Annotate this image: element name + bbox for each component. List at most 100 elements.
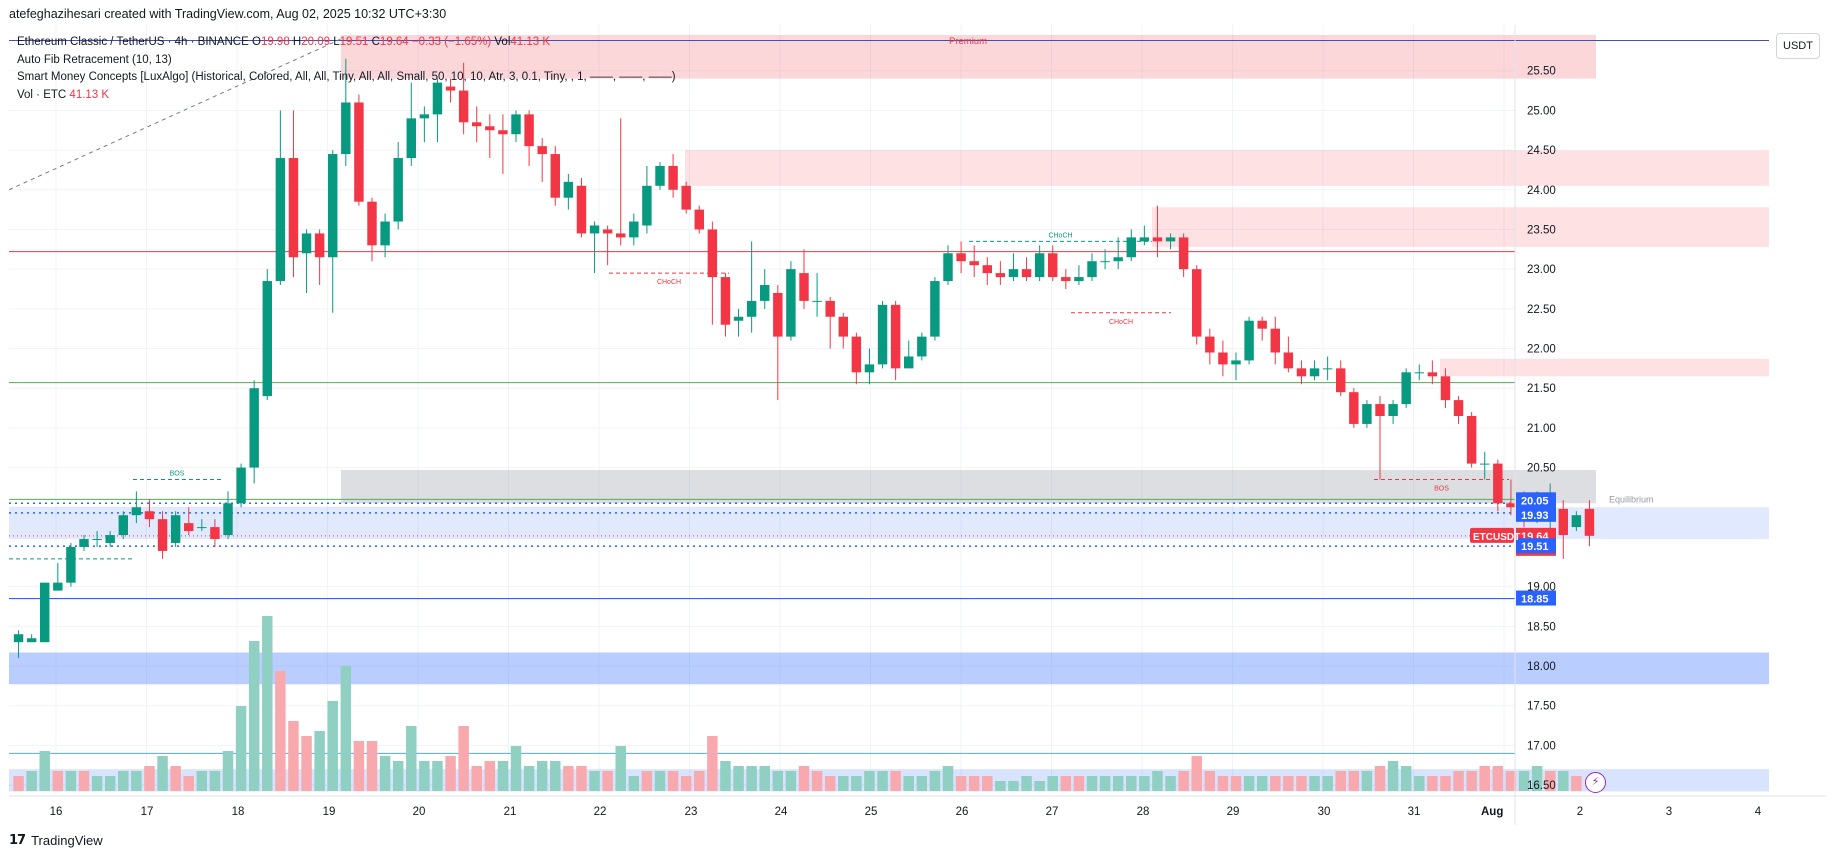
candle-body[interactable] bbox=[314, 233, 325, 258]
candle-body[interactable] bbox=[1375, 404, 1385, 416]
candle-body[interactable] bbox=[1493, 463, 1503, 504]
candle-body[interactable] bbox=[851, 336, 862, 373]
candle-body[interactable] bbox=[904, 356, 914, 369]
candle-body[interactable] bbox=[812, 300, 822, 302]
candle-body[interactable] bbox=[1322, 368, 1333, 370]
candle-body[interactable] bbox=[746, 300, 757, 317]
candle-body[interactable] bbox=[341, 102, 351, 155]
candle-body[interactable] bbox=[184, 523, 194, 532]
candle-body[interactable] bbox=[1336, 368, 1346, 393]
candle-body[interactable] bbox=[1126, 237, 1136, 258]
candle-body[interactable] bbox=[786, 269, 796, 337]
candle-body[interactable] bbox=[943, 253, 953, 282]
candle-body[interactable] bbox=[773, 292, 783, 337]
candle-body[interactable] bbox=[1401, 372, 1411, 405]
candle-body[interactable] bbox=[1309, 368, 1320, 377]
candle-body[interactable] bbox=[354, 102, 364, 202]
candle-body[interactable] bbox=[668, 165, 678, 190]
candle-body[interactable] bbox=[799, 273, 809, 301]
candle-body[interactable] bbox=[118, 515, 128, 536]
candle-body[interactable] bbox=[288, 158, 299, 258]
candle-body[interactable] bbox=[367, 201, 377, 246]
candle-body[interactable] bbox=[210, 527, 220, 540]
candle-body[interactable] bbox=[170, 515, 181, 543]
candle-body[interactable] bbox=[144, 511, 155, 520]
candle-body[interactable] bbox=[1349, 392, 1359, 424]
candle-body[interactable] bbox=[105, 535, 115, 543]
candle-body[interactable] bbox=[1087, 261, 1097, 278]
candle-body[interactable] bbox=[917, 336, 927, 357]
candle-body[interactable] bbox=[995, 273, 1006, 278]
candle-body[interactable] bbox=[262, 281, 272, 397]
candle-body[interactable] bbox=[1178, 237, 1189, 270]
candle-body[interactable] bbox=[1034, 253, 1045, 278]
candle-body[interactable] bbox=[1218, 352, 1228, 365]
candle-body[interactable] bbox=[406, 118, 416, 159]
candle-body[interactable] bbox=[1506, 503, 1516, 508]
candle-body[interactable] bbox=[1427, 372, 1438, 377]
indicator-fib[interactable]: Auto Fib Retracement (10, 13) bbox=[17, 53, 172, 66]
indicator-volume[interactable]: Vol · ETC 41.13 K bbox=[17, 87, 676, 105]
candle-body[interactable] bbox=[1021, 269, 1032, 278]
candle-body[interactable] bbox=[275, 158, 286, 282]
candle-body[interactable] bbox=[419, 114, 430, 119]
currency-button[interactable]: USDT bbox=[1776, 33, 1820, 59]
candle-body[interactable] bbox=[92, 539, 102, 541]
candle-body[interactable] bbox=[472, 122, 482, 127]
candle-body[interactable] bbox=[602, 229, 613, 234]
candle-body[interactable] bbox=[524, 114, 534, 147]
candle-body[interactable] bbox=[681, 185, 691, 210]
candle-body[interactable] bbox=[576, 185, 587, 234]
candle-body[interactable] bbox=[1231, 360, 1241, 365]
candle-body[interactable] bbox=[838, 316, 848, 337]
candle-body[interactable] bbox=[301, 233, 312, 254]
candle-body[interactable] bbox=[563, 181, 574, 198]
candle-body[interactable] bbox=[1008, 269, 1019, 278]
candle-body[interactable] bbox=[825, 300, 835, 317]
candle-body[interactable] bbox=[1100, 261, 1110, 263]
candle-body[interactable] bbox=[1414, 372, 1424, 374]
candle-body[interactable] bbox=[864, 364, 875, 373]
candle-body[interactable] bbox=[1244, 320, 1254, 361]
candle-body[interactable] bbox=[890, 304, 901, 369]
candle-body[interactable] bbox=[1152, 237, 1163, 242]
candle-body[interactable] bbox=[1558, 508, 1568, 536]
candle-body[interactable] bbox=[1440, 376, 1451, 401]
lightning-icon[interactable]: ⚡ bbox=[1585, 772, 1606, 793]
candle-body[interactable] bbox=[1074, 277, 1084, 282]
candle-body[interactable] bbox=[197, 527, 207, 529]
candle-body[interactable] bbox=[249, 388, 259, 468]
candle-body[interactable] bbox=[1048, 253, 1058, 278]
legend-ohlc-row[interactable]: Ethereum Classic / TetherUS · 4h · BINAN… bbox=[17, 34, 676, 52]
candle-body[interactable] bbox=[393, 158, 403, 222]
candle-body[interactable] bbox=[982, 265, 992, 274]
candle-body[interactable] bbox=[131, 507, 142, 516]
candle-body[interactable] bbox=[589, 225, 600, 234]
chart-area[interactable]: BOS CHoCH CHoCH CHoCH BOS Equilibrium 25.50 25.… bbox=[9, 25, 1826, 825]
candle-body[interactable] bbox=[1296, 368, 1307, 377]
candle-body[interactable] bbox=[733, 316, 744, 321]
candle-body[interactable] bbox=[642, 185, 652, 226]
candle-body[interactable] bbox=[380, 221, 390, 246]
candle-body[interactable] bbox=[956, 253, 966, 262]
candle-body[interactable] bbox=[1480, 463, 1490, 465]
candle-body[interactable] bbox=[79, 539, 89, 547]
candle-body[interactable] bbox=[537, 146, 547, 155]
tradingview-logo[interactable]: 𝟭𝟳 TradingView bbox=[9, 832, 103, 848]
candle-body[interactable] bbox=[969, 261, 979, 266]
candle-body[interactable] bbox=[694, 209, 704, 230]
candle-body[interactable] bbox=[1165, 237, 1176, 242]
candle-body[interactable] bbox=[157, 519, 168, 551]
candle-body[interactable] bbox=[498, 130, 508, 135]
candle-body[interactable] bbox=[655, 165, 665, 186]
candle-body[interactable] bbox=[1283, 352, 1294, 369]
candle-body[interactable] bbox=[616, 233, 626, 238]
candle-body[interactable] bbox=[236, 467, 246, 504]
candle-body[interactable] bbox=[1139, 237, 1150, 242]
symbol-label[interactable]: Ethereum Classic / TetherUS · 4h · BINAN… bbox=[17, 36, 249, 48]
candle-body[interactable] bbox=[1192, 269, 1202, 337]
candle-body[interactable] bbox=[720, 277, 731, 325]
candle-body[interactable] bbox=[511, 114, 521, 135]
candle-body[interactable] bbox=[40, 582, 50, 643]
candle-body[interactable] bbox=[1453, 400, 1464, 416]
